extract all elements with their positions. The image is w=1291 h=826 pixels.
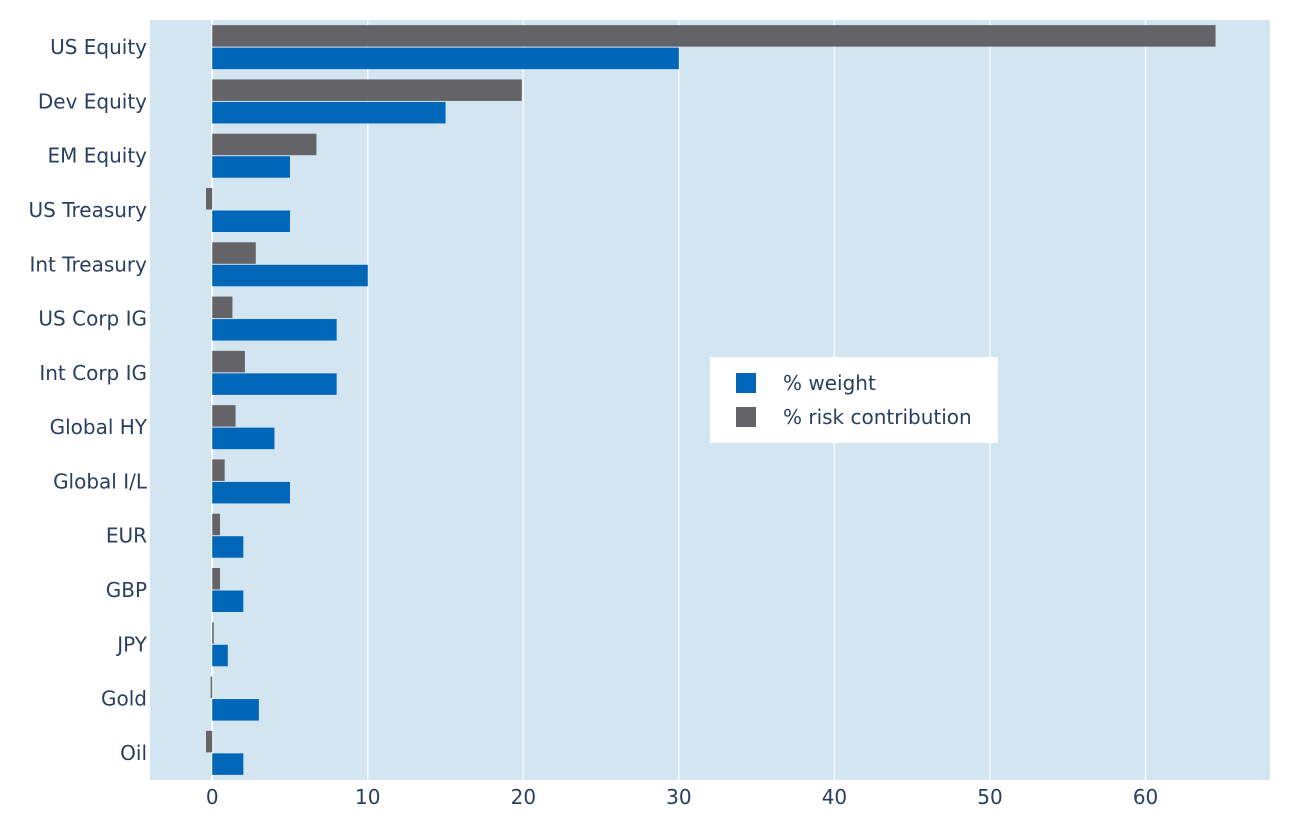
bar-risk-contribution [212,296,233,319]
category-label: Global I/L [53,469,148,493]
category-label: Global HY [50,415,148,439]
category-label: Dev Equity [38,89,147,113]
bar-weight [212,481,290,504]
legend-label-weight: % weight [783,371,876,395]
x-tick-label: 30 [666,785,691,809]
bar-risk-contribution [210,676,213,699]
x-tick-label: 0 [206,785,219,809]
bar-risk-contribution [212,405,236,427]
legend-label-risk-contribution: % risk contribution [783,405,972,429]
bar-risk-contribution [212,242,256,264]
bar-risk-contribution [206,730,213,753]
bar-weight [212,101,446,124]
x-axis-tick-labels: 0 10 20 30 40 50 60 [206,785,1158,809]
bar-risk-contribution [212,622,214,644]
bar-weight [212,210,290,232]
bars [206,25,1216,775]
category-label: Int Corp IG [39,361,147,385]
legend-swatch-risk-contribution [736,407,756,427]
category-label: US Equity [50,35,147,59]
x-tick-label: 50 [977,785,1002,809]
category-label: EUR [106,524,147,548]
bar-risk-contribution [212,133,317,156]
category-label: Int Treasury [29,252,147,276]
category-label: Gold [101,687,147,711]
category-label: US Treasury [29,198,148,222]
bar-risk-contribution [212,25,1216,47]
category-label: EM Equity [48,144,148,168]
category-label: GBP [106,578,147,602]
legend-swatch-weight [736,373,756,393]
legend-box [710,357,998,443]
bar-risk-contribution [212,79,522,101]
bar-weight [212,373,337,395]
x-tick-label: 40 [822,785,847,809]
bar-weight [212,753,244,775]
bar-weight [212,156,290,178]
y-axis-labels: US Equity Dev Equity EM Equity US Treasury I… [29,35,148,765]
bar-weight [212,590,244,612]
category-label: Oil [120,741,147,765]
bar-weight [212,264,368,287]
bar-weight [212,319,337,341]
bar-weight [212,536,244,558]
category-label: US Corp IG [38,307,147,331]
bar-risk-contribution [212,350,245,373]
x-tick-label: 10 [355,785,380,809]
legend: % weight % risk contribution [710,357,998,443]
bar-weight [212,47,679,70]
bar-risk-contribution [212,568,220,590]
bar-weight [212,644,228,667]
bar-risk-contribution [212,513,220,536]
bar-weight [212,427,275,450]
x-tick-label: 60 [1133,785,1158,809]
bar-risk-contribution [206,188,213,210]
bar-weight [212,699,259,721]
category-label: JPY [115,632,148,656]
bar-risk-contribution [212,459,225,481]
x-tick-label: 20 [511,785,536,809]
